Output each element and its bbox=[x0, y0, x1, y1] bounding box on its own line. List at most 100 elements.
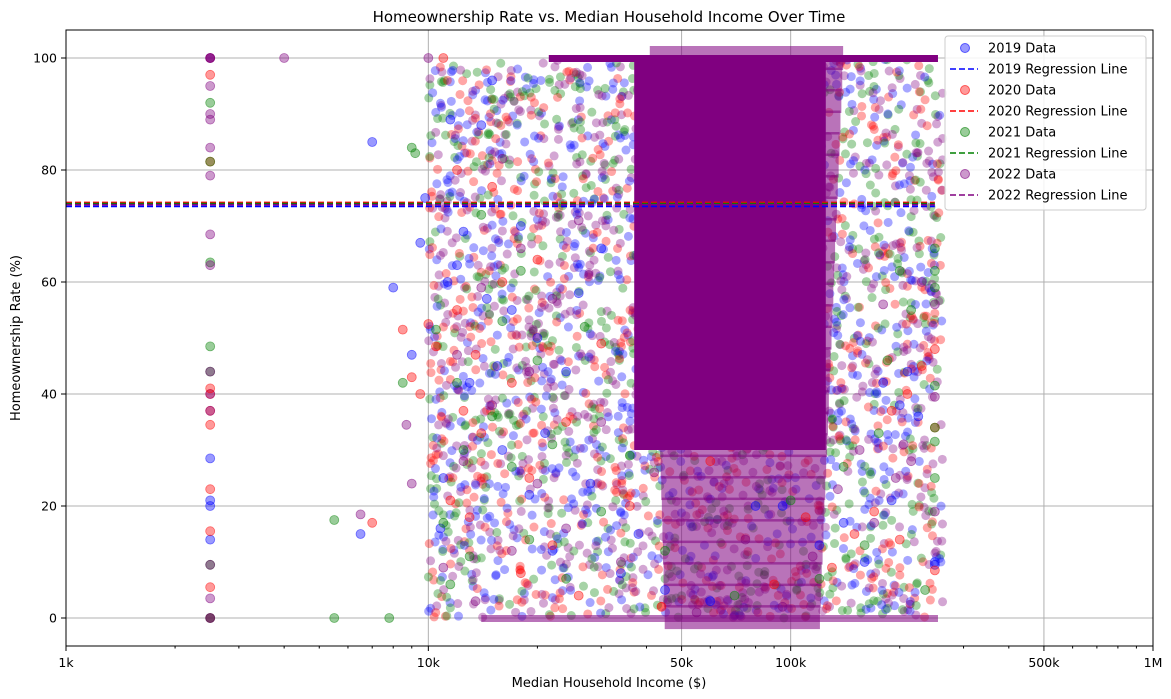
cloud-point bbox=[431, 608, 441, 618]
cloud-point bbox=[615, 274, 625, 284]
cloud-point bbox=[471, 480, 481, 490]
cloud-point bbox=[833, 330, 843, 340]
cloud-point bbox=[597, 442, 607, 452]
cloud-point bbox=[836, 406, 846, 416]
cloud-point bbox=[493, 235, 503, 245]
cloud-point bbox=[517, 451, 527, 461]
cloud-point bbox=[493, 535, 503, 545]
data-point bbox=[458, 445, 469, 455]
cloud-point bbox=[617, 443, 627, 453]
cloud-point bbox=[608, 78, 618, 88]
cloud-point bbox=[534, 308, 544, 318]
cloud-point bbox=[936, 335, 946, 345]
cloud-point bbox=[615, 346, 625, 356]
cloud-point bbox=[908, 315, 918, 325]
cloud-point bbox=[908, 441, 918, 451]
cloud-point bbox=[600, 160, 610, 170]
cloud-point bbox=[454, 152, 464, 162]
cloud-point bbox=[534, 208, 544, 218]
cloud-point bbox=[596, 316, 606, 326]
cloud-point bbox=[844, 245, 854, 255]
cloud-point bbox=[557, 189, 567, 199]
cloud-point bbox=[877, 544, 887, 554]
cloud-point bbox=[911, 601, 921, 611]
data-point bbox=[832, 484, 843, 495]
cloud-point bbox=[539, 134, 549, 144]
cloud-point bbox=[500, 263, 510, 273]
cloud-point bbox=[519, 171, 529, 181]
cloud-point bbox=[873, 421, 883, 431]
cloud-point bbox=[644, 527, 654, 537]
cloud-point bbox=[584, 352, 594, 362]
cloud-point bbox=[487, 422, 497, 432]
cloud-point bbox=[473, 307, 483, 317]
cloud-point bbox=[899, 367, 909, 377]
cloud-point bbox=[857, 387, 867, 397]
cloud-point bbox=[534, 221, 544, 231]
data-point bbox=[886, 405, 897, 416]
cloud-point bbox=[897, 319, 907, 329]
cloud-point bbox=[560, 79, 570, 89]
cloud-point bbox=[570, 253, 580, 263]
cloud-point bbox=[872, 387, 882, 397]
cloud-point bbox=[854, 244, 864, 254]
cloud-point bbox=[450, 324, 460, 334]
cloud-point bbox=[554, 80, 564, 90]
data-point bbox=[435, 523, 446, 534]
cloud-point bbox=[576, 112, 586, 122]
cloud-point bbox=[902, 473, 912, 483]
cloud-point bbox=[851, 117, 861, 127]
cloud-point bbox=[546, 429, 556, 439]
cloud-point bbox=[610, 346, 620, 356]
cloud-point bbox=[442, 226, 452, 236]
cloud-point bbox=[552, 291, 562, 301]
cloud-point bbox=[426, 459, 436, 469]
cloud-point bbox=[933, 174, 943, 184]
cloud-point bbox=[617, 372, 627, 382]
cloud-point bbox=[487, 220, 497, 230]
cloud-point bbox=[589, 355, 599, 365]
cloud-point bbox=[841, 435, 851, 445]
cloud-point bbox=[651, 452, 661, 462]
cloud-point bbox=[486, 262, 496, 272]
cloud-point bbox=[460, 318, 470, 328]
cloud-point bbox=[856, 66, 866, 76]
cloud-point bbox=[432, 483, 442, 493]
cloud-point bbox=[913, 478, 923, 488]
cloud-point bbox=[569, 452, 579, 462]
cloud-point bbox=[487, 207, 497, 217]
cloud-point bbox=[495, 149, 505, 159]
cloud-point bbox=[868, 88, 878, 98]
data-point bbox=[438, 53, 449, 63]
cloud-point bbox=[886, 567, 896, 577]
legend-label-2020-regression: 2020 Regression Line bbox=[988, 105, 1128, 120]
cloud-point bbox=[924, 156, 934, 166]
cloud-point bbox=[912, 151, 922, 161]
cloud-point bbox=[899, 447, 909, 457]
cloud-point bbox=[485, 146, 495, 156]
cloud-point bbox=[483, 438, 493, 448]
cloud-point bbox=[535, 256, 545, 266]
cloud-point bbox=[572, 210, 582, 220]
cloud-point bbox=[506, 453, 516, 463]
cloud-point bbox=[585, 277, 595, 287]
cloud-point bbox=[487, 251, 497, 261]
cloud-point bbox=[464, 253, 474, 263]
cloud-point bbox=[937, 536, 947, 546]
cloud-point bbox=[505, 92, 515, 102]
cloud-point bbox=[512, 118, 522, 128]
cloud-point bbox=[503, 239, 513, 249]
cloud-point bbox=[531, 84, 541, 94]
cloud-point bbox=[509, 525, 519, 535]
cloud-point bbox=[521, 342, 531, 352]
cloud-point bbox=[572, 417, 582, 427]
cloud-point bbox=[471, 208, 481, 218]
cloud-point bbox=[574, 351, 584, 361]
data-point bbox=[859, 557, 870, 567]
cloud-point bbox=[557, 182, 567, 192]
cloud-point bbox=[926, 286, 936, 296]
cloud-point bbox=[559, 495, 569, 505]
cloud-point bbox=[638, 564, 648, 574]
cloud-point bbox=[499, 427, 509, 437]
cloud-point bbox=[862, 138, 872, 148]
